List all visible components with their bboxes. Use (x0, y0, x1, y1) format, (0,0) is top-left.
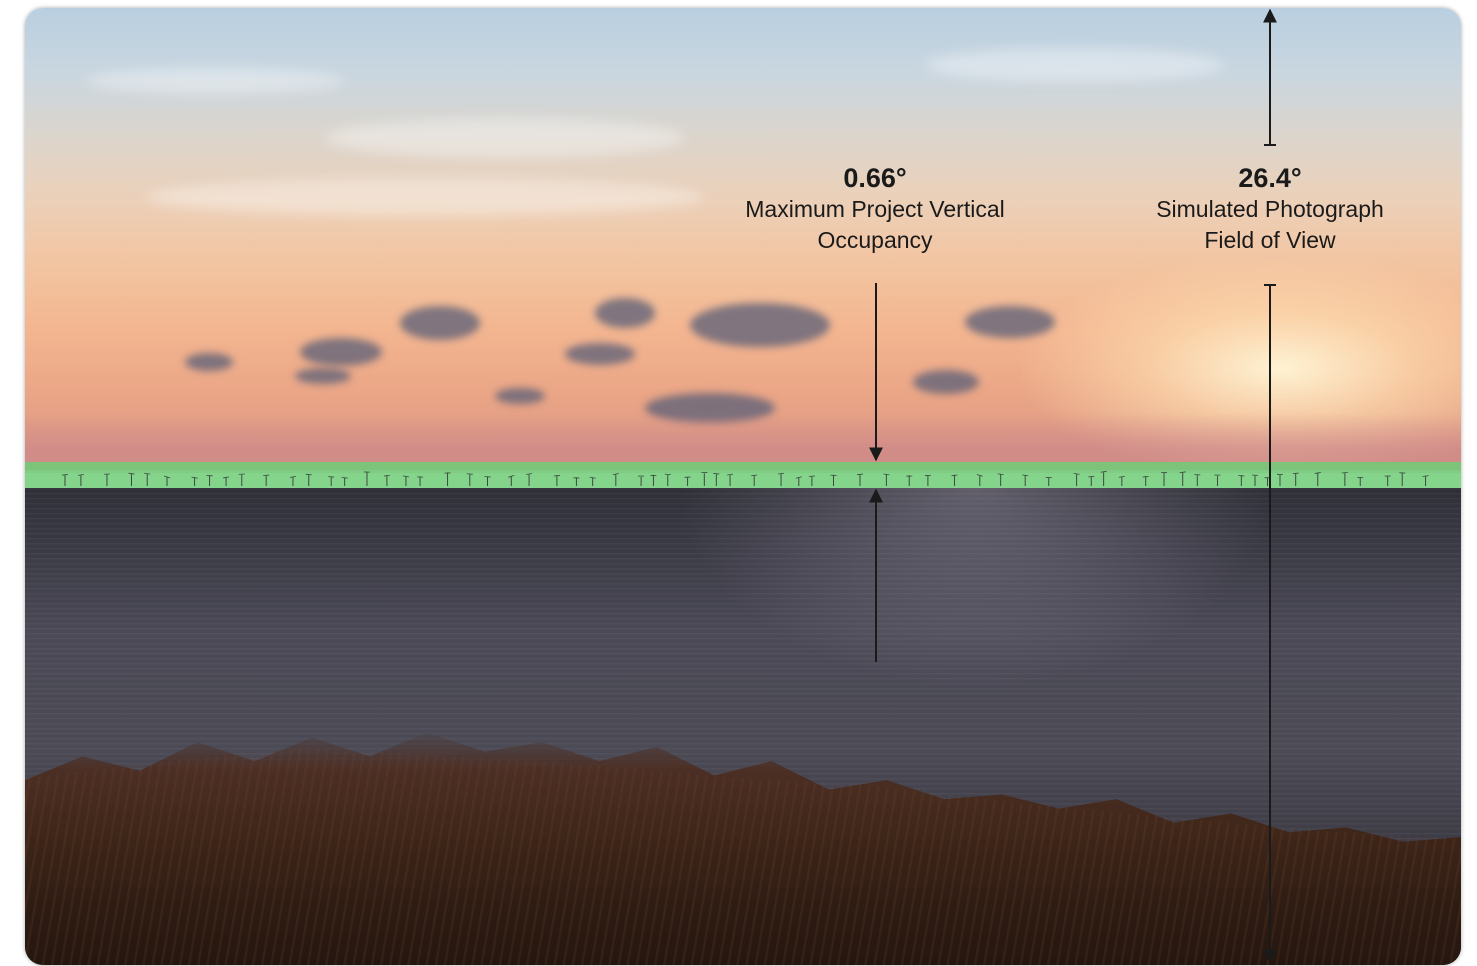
wind-turbine (1073, 472, 1080, 486)
wind-turbine (997, 473, 1004, 486)
fov-value: 26.4° (1238, 163, 1302, 193)
wind-turbine (1194, 474, 1201, 486)
wind-turbine (751, 474, 758, 486)
occupancy-label-line1: Maximum Project Vertical (745, 196, 1005, 222)
wind-turbine (61, 473, 69, 486)
wind-turbine (778, 472, 785, 486)
wind-turbine (1341, 471, 1348, 486)
wind-turbine (701, 472, 708, 486)
cloud (595, 298, 655, 328)
wind-turbine (664, 473, 671, 486)
cloud (300, 338, 382, 366)
wind-turbine (573, 477, 580, 486)
wind-turbine (444, 472, 451, 486)
wind-turbine (1276, 473, 1283, 486)
wind-turbine (1314, 472, 1321, 486)
wind-turbine (103, 473, 110, 486)
wind-turbine (1142, 475, 1149, 486)
wind-turbine (466, 473, 473, 486)
wind-turbine (1088, 476, 1095, 486)
wind-turbine (263, 474, 270, 486)
wind-turbine (906, 475, 913, 486)
sea-reflection (675, 488, 1275, 688)
wind-turbine (976, 474, 983, 486)
wind-turbine (1118, 475, 1125, 486)
cloud (495, 388, 545, 404)
cloud (965, 306, 1055, 338)
wind-turbine (795, 476, 802, 486)
fov-label-line1: Simulated Photograph (1156, 196, 1384, 222)
wind-turbine (402, 475, 410, 486)
fov-label-line2: Field of View (1204, 227, 1336, 253)
wind-turbine (589, 476, 596, 486)
wind-turbine (417, 476, 424, 486)
cloud (913, 370, 979, 394)
cloud-wisp (85, 68, 345, 94)
cloud (400, 306, 480, 340)
wind-turbine (383, 474, 390, 486)
field-of-view-annotation: 26.4° Simulated Photograph Field of View (1120, 162, 1420, 256)
wind-turbine (1399, 472, 1406, 486)
wind-turbine (1161, 471, 1168, 486)
wind-turbine (553, 475, 560, 486)
wind-turbine (1100, 470, 1107, 486)
wind-turbine (1422, 475, 1429, 486)
wind-turbine (77, 474, 84, 486)
wind-turbine (238, 473, 245, 486)
wind-turbines (61, 470, 1429, 486)
wind-turbine (612, 473, 619, 486)
wind-turbine (222, 476, 230, 486)
wind-turbine (830, 474, 837, 486)
wind-turbine (128, 472, 135, 486)
cloud-wisp (145, 178, 705, 216)
cloud (185, 353, 233, 371)
wind-turbine (1251, 474, 1259, 486)
wind-turbine (206, 475, 213, 486)
wind-turbine (1045, 477, 1052, 486)
wind-turbine (727, 473, 734, 486)
cloud-wisp (325, 118, 685, 158)
wind-turbine (924, 475, 931, 486)
wind-turbine (808, 475, 815, 486)
wind-turbine (856, 473, 864, 486)
cloud-wisp (925, 48, 1225, 82)
wind-turbine (713, 473, 720, 486)
wind-turbine (1384, 475, 1391, 486)
wind-turbine (951, 474, 958, 486)
wind-turbine (883, 473, 890, 486)
wind-turbine (638, 475, 645, 486)
wind-turbine (1214, 474, 1221, 486)
cloud (295, 368, 351, 384)
wind-turbine (144, 472, 151, 486)
wind-turbine (363, 471, 370, 486)
simulated-photograph (25, 8, 1461, 965)
wind-turbine (341, 477, 348, 486)
wind-turbine (526, 473, 533, 486)
wind-turbine (1022, 474, 1029, 486)
wind-turbine (508, 475, 515, 486)
wind-turbine (1292, 472, 1299, 486)
cloud (565, 343, 635, 365)
wind-turbine (1238, 474, 1245, 486)
cloud (690, 303, 830, 347)
wind-turbine (289, 476, 297, 486)
wind-turbine (163, 475, 171, 486)
wind-turbine (1357, 476, 1364, 486)
wind-turbine (1179, 471, 1186, 486)
wind-turbine (650, 474, 657, 486)
occupancy-value: 0.66° (843, 163, 907, 193)
project-highlight-band (25, 462, 1461, 488)
wind-turbine (305, 473, 312, 486)
wind-turbine (328, 476, 335, 486)
wind-turbine (684, 476, 691, 486)
wind-turbine (484, 476, 491, 486)
occupancy-label-line2: Occupancy (817, 227, 933, 253)
project-occupancy-annotation: 0.66° Maximum Project Vertical Occupancy (705, 162, 1045, 256)
wind-turbine (191, 476, 198, 486)
